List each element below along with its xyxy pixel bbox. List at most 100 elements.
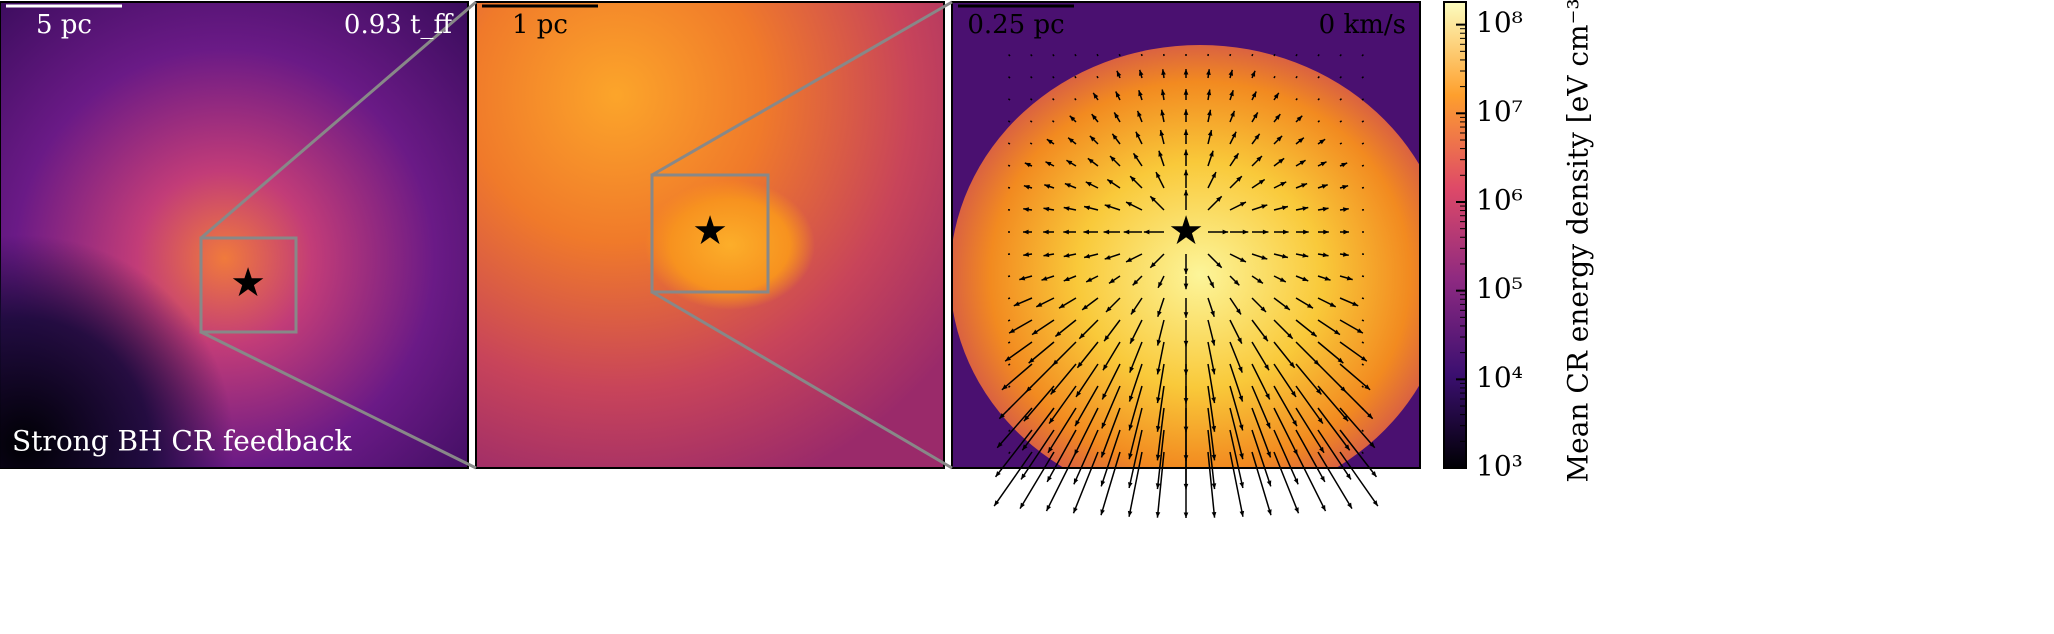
- arrow-head: [1231, 131, 1237, 138]
- arrow-head: [1032, 329, 1038, 335]
- arrow-head: [1073, 478, 1079, 485]
- arrow-head: [1082, 304, 1088, 310]
- arrow-head: [1068, 137, 1074, 143]
- arrow-head: [1324, 276, 1331, 281]
- arrow-head: [1278, 158, 1285, 164]
- arrow-head: [1337, 357, 1344, 364]
- velocity-arrow: [1361, 142, 1365, 145]
- velocity-arrow: [1207, 429, 1216, 490]
- arrow-head: [1264, 364, 1269, 371]
- velocity-arrow: [1156, 429, 1165, 490]
- arrow-head: [1107, 179, 1114, 185]
- velocity-arrow: [993, 451, 1033, 507]
- arrow-head: [1126, 202, 1133, 207]
- velocity-arrow: [1007, 319, 1011, 322]
- arrow-head: [1074, 449, 1079, 456]
- arrow-head: [995, 471, 1001, 477]
- arrow-head: [1023, 415, 1030, 422]
- arrow-head: [1262, 229, 1269, 235]
- arrow-head: [1211, 425, 1217, 432]
- arrow-head: [1233, 153, 1239, 160]
- arrow-head: [1256, 156, 1262, 162]
- arrow-head: [1342, 252, 1349, 257]
- arrow-head: [1025, 386, 1032, 393]
- velocity-arrow: [1207, 451, 1216, 518]
- arrow-head: [1066, 160, 1073, 166]
- arrow-head: [1345, 473, 1351, 480]
- arrow-head: [1206, 89, 1212, 96]
- arrow-head: [1131, 308, 1137, 315]
- arrow-head: [1302, 253, 1309, 258]
- arrow-head: [1320, 505, 1326, 512]
- velocity-arrow: [1339, 385, 1374, 420]
- arrow-head: [1303, 229, 1309, 235]
- velocity-arrow: [1075, 363, 1099, 398]
- arrow-head: [1275, 114, 1281, 120]
- time-label: 0.93 t_ff: [344, 10, 455, 40]
- arrow-head: [1138, 90, 1143, 97]
- arrow-head: [1069, 115, 1076, 122]
- arrow-head: [1183, 268, 1189, 275]
- arrow-head: [1310, 331, 1317, 337]
- arrow-head: [1155, 511, 1161, 518]
- velocity-arrow: [1008, 451, 1011, 455]
- velocity-arrow: [1052, 53, 1055, 57]
- velocity-arrow: [1251, 363, 1271, 400]
- arrow-head: [1159, 130, 1165, 137]
- arrow-head: [1064, 183, 1071, 188]
- colorbar-tick-label: 10⁸: [1476, 6, 1523, 39]
- velocity-arrow: [1361, 76, 1364, 79]
- arrow-head: [1316, 388, 1322, 395]
- arrow-head: [999, 413, 1005, 419]
- velocity-arrow: [1317, 407, 1351, 451]
- velocity-arrow: [1229, 407, 1244, 460]
- arrow-head: [1104, 255, 1111, 260]
- arrow-head: [1280, 181, 1287, 187]
- arrow-head: [1320, 475, 1325, 482]
- velocity-arrow: [1021, 407, 1055, 451]
- zoom-lines: [200, 0, 953, 470]
- velocity-arrow: [1339, 98, 1343, 101]
- arrow-head: [1028, 357, 1035, 364]
- velocity-arrow: [1100, 451, 1121, 516]
- arrow-head: [1103, 364, 1108, 371]
- arrow-head: [1123, 229, 1130, 235]
- velocity-arrow: [1100, 407, 1121, 458]
- arrow-head: [1290, 391, 1296, 397]
- velocity-arrow: [1128, 407, 1143, 460]
- arrow-head: [1207, 130, 1213, 137]
- arrow-head: [1079, 333, 1085, 339]
- velocity-arrow: [1361, 297, 1365, 300]
- velocity-label: 0 km/s: [1319, 10, 1406, 40]
- arrow-head: [1104, 204, 1111, 209]
- arrow-head: [1321, 184, 1328, 189]
- arrow-head: [1211, 172, 1216, 179]
- arrow-head: [1322, 206, 1329, 212]
- arrow-head: [1100, 509, 1105, 516]
- arrow-head: [1371, 471, 1377, 477]
- velocity-arrow: [1030, 54, 1033, 57]
- arrow-head: [1105, 306, 1112, 313]
- velocity-arrow: [1339, 120, 1343, 123]
- arrow-head: [1132, 279, 1139, 286]
- arrow-head: [1283, 229, 1289, 235]
- arrow-head: [1155, 483, 1161, 490]
- arrow-head: [1281, 205, 1288, 211]
- arrow-head: [1210, 310, 1215, 317]
- arrow-head: [1009, 328, 1016, 334]
- velocity-arrow: [1251, 53, 1254, 57]
- arrow-head: [1342, 184, 1349, 190]
- arrow-head: [1077, 361, 1083, 368]
- velocity-arrow: [1008, 385, 1011, 388]
- arrow-head: [1238, 424, 1244, 431]
- arrow-head: [1342, 415, 1349, 422]
- velocity-arrow: [1317, 120, 1321, 123]
- arrow-head: [1307, 303, 1313, 309]
- velocity-arrow: [1339, 54, 1342, 57]
- arrow-head: [1052, 359, 1059, 366]
- velocity-arrow: [1007, 120, 1011, 123]
- arrow-head: [1284, 304, 1290, 310]
- arrow-head: [1294, 507, 1299, 514]
- arrow-head: [1183, 312, 1189, 318]
- arrow-head: [1180, 229, 1186, 235]
